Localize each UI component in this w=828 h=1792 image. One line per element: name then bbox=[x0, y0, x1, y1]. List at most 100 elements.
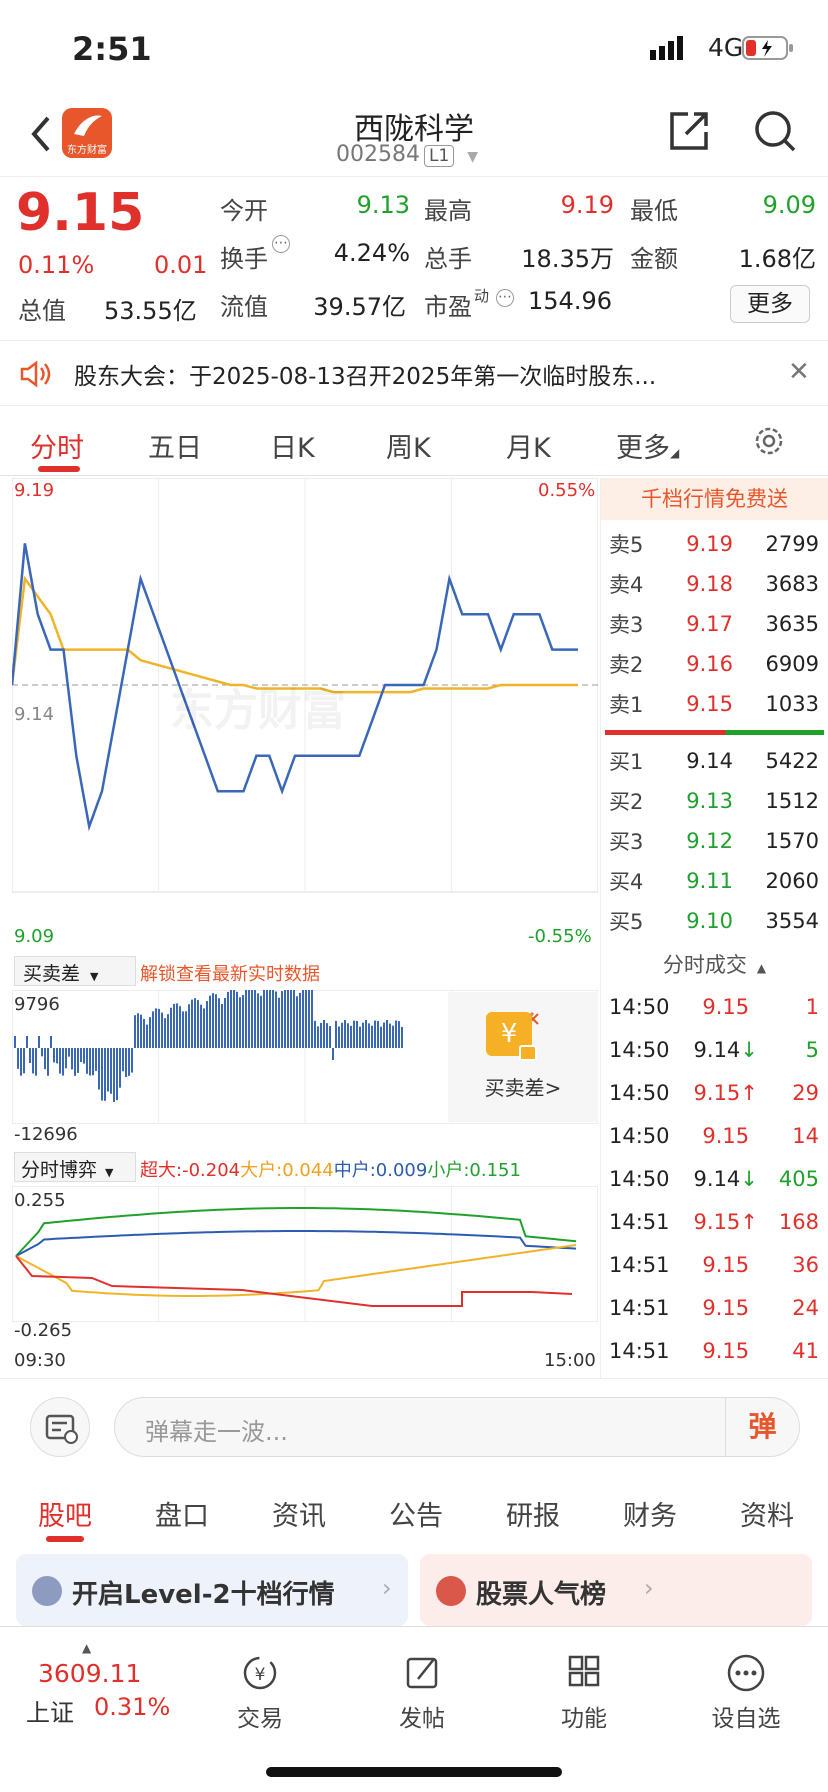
trades-title[interactable]: 分时成交 ▲ bbox=[601, 949, 828, 985]
diff-bar bbox=[119, 1048, 121, 1088]
diff-bar bbox=[89, 1048, 91, 1076]
diff-bar bbox=[350, 1025, 352, 1048]
trade-row: 14:50 9.15 14 bbox=[601, 1114, 827, 1157]
diff-bar bbox=[314, 1020, 316, 1048]
diff-bar bbox=[368, 1023, 370, 1048]
intraday-chart[interactable] bbox=[12, 478, 598, 952]
nav-add-watchlist[interactable]: 设自选 bbox=[696, 1653, 796, 1733]
orderbook-volume: 1512 bbox=[765, 789, 819, 813]
diff-bar bbox=[29, 1048, 31, 1064]
diff-bar bbox=[32, 1048, 34, 1074]
diff-bar bbox=[203, 1008, 205, 1048]
info-icon[interactable]: ⋯ bbox=[496, 289, 514, 307]
trade-row: 14:51 9.15 24 bbox=[601, 1286, 827, 1329]
nav-functions[interactable]: 功能 bbox=[534, 1653, 634, 1733]
diff-bar bbox=[20, 1048, 22, 1076]
more-button[interactable]: 更多 bbox=[730, 285, 810, 323]
content-tab[interactable]: 公告 bbox=[389, 1501, 443, 1532]
unlock-link[interactable]: 解锁查看最新实时数据 bbox=[140, 964, 320, 985]
orderbook-row[interactable]: 买1 9.14 5422 bbox=[601, 741, 827, 781]
content-tab[interactable]: 研报 bbox=[506, 1501, 560, 1532]
medium-line bbox=[15, 1230, 577, 1257]
diff-bar bbox=[137, 1013, 139, 1048]
diff-bar bbox=[83, 1048, 85, 1064]
orderbook-row[interactable]: 卖2 9.16 6909 bbox=[601, 644, 827, 684]
diff-bar bbox=[35, 1048, 37, 1076]
notice-bar[interactable]: 股东大会：于2025-08-13召开2025年第一次临时股东... ✕ bbox=[0, 340, 828, 406]
content-tab[interactable]: 盘口 bbox=[155, 1501, 209, 1532]
quote-value: 9.13 bbox=[356, 191, 410, 219]
trade-row: 14:50 9.14↓ 5 bbox=[601, 1028, 827, 1071]
danmu-bar: 弹幕走一波... 弹 bbox=[0, 1378, 828, 1476]
diff-bar bbox=[59, 1048, 61, 1074]
tab-five-day[interactable]: 五日 bbox=[148, 433, 202, 464]
danmu-input[interactable]: 弹幕走一波... 弹 bbox=[114, 1397, 800, 1457]
diff-promo[interactable]: ¥ 买卖差> bbox=[448, 992, 598, 1122]
orderbook-row[interactable]: 买3 9.12 1570 bbox=[601, 821, 827, 861]
tab-monthly-k[interactable]: 月K bbox=[506, 433, 551, 464]
diff-bar bbox=[131, 1048, 133, 1073]
diff-selector[interactable]: 买卖差 ▼ bbox=[14, 956, 136, 986]
quote-value: 18.35万 bbox=[521, 245, 614, 273]
level-badge[interactable]: L1 bbox=[423, 145, 455, 167]
caret-icon: ◢ bbox=[670, 446, 680, 460]
orderbook-row[interactable]: 买4 9.11 2060 bbox=[601, 861, 827, 901]
diff-bar bbox=[140, 1014, 142, 1048]
danmu-settings-icon[interactable] bbox=[30, 1397, 90, 1457]
orderbook-price: 9.18 bbox=[686, 572, 734, 596]
speaker-icon bbox=[18, 359, 54, 393]
danmu-send-button[interactable]: 弹 bbox=[725, 1398, 799, 1456]
orderbook-row[interactable]: 买5 9.10 3554 bbox=[601, 901, 827, 941]
orderbook-row[interactable]: 卖4 9.18 3683 bbox=[601, 564, 827, 604]
info-icon[interactable]: ⋯ bbox=[272, 235, 290, 253]
tab-daily-k[interactable]: 日K bbox=[270, 433, 315, 464]
content-tab[interactable]: 资料 bbox=[740, 1501, 794, 1532]
orderbook-row[interactable]: 卖1 9.15 1033 bbox=[601, 684, 827, 724]
diff-bar bbox=[116, 1048, 118, 1101]
tab-intraday[interactable]: 分时 bbox=[30, 433, 84, 464]
diff-bar bbox=[266, 990, 268, 1048]
trade-time: 14:51 bbox=[609, 1295, 670, 1320]
diff-bar bbox=[362, 1022, 364, 1048]
status-bar: 2:51 4G bbox=[0, 0, 828, 100]
orderbook-banner[interactable]: 千档行情免费送 bbox=[601, 478, 828, 520]
orderbook-row[interactable]: 买2 9.13 1512 bbox=[601, 781, 827, 821]
nav-trade[interactable]: ¥ 交易 bbox=[210, 1653, 310, 1733]
diff-bar bbox=[242, 995, 244, 1048]
quote-value: 39.57亿 bbox=[313, 293, 406, 321]
trade-row: 14:51 9.15 36 bbox=[601, 1243, 827, 1286]
caret-down-icon[interactable]: ▼ bbox=[467, 149, 479, 165]
diff-bar bbox=[323, 1020, 325, 1048]
tab-more[interactable]: 更多◢ bbox=[616, 426, 679, 465]
close-icon[interactable]: ✕ bbox=[788, 357, 810, 387]
content-tab[interactable]: 资讯 bbox=[272, 1501, 326, 1532]
status-time: 2:51 bbox=[72, 30, 152, 68]
trade-price-value: 9.15 bbox=[702, 1295, 750, 1320]
diff-bar bbox=[95, 1048, 97, 1071]
diff-bar bbox=[41, 1048, 43, 1057]
index-widget[interactable]: ▲ 3609.11 上证 0.31% bbox=[22, 1641, 182, 1727]
search-icon[interactable] bbox=[752, 108, 798, 154]
trade-time: 14:51 bbox=[609, 1338, 670, 1363]
popularity-card[interactable]: 股票人气榜 › bbox=[420, 1554, 812, 1626]
share-icon[interactable] bbox=[666, 108, 712, 154]
game-selector[interactable]: 分时博弈 ▼ bbox=[14, 1152, 136, 1182]
level2-card[interactable]: 开启Level-2十档行情 › bbox=[16, 1554, 408, 1626]
orderbook-row[interactable]: 卖3 9.17 3635 bbox=[601, 604, 827, 644]
diff-bar bbox=[296, 996, 298, 1048]
tab-weekly-k[interactable]: 周K bbox=[386, 433, 431, 464]
diff-low-label: -12696 bbox=[14, 1124, 78, 1145]
orderbook-row[interactable]: 卖5 9.19 2799 bbox=[601, 524, 827, 564]
diff-bar bbox=[365, 1020, 367, 1048]
trade-arrow-icon: ↓ bbox=[740, 1037, 758, 1062]
content-tab[interactable]: 股吧 bbox=[38, 1501, 92, 1532]
settings-icon[interactable] bbox=[752, 424, 786, 462]
diff-bar bbox=[221, 1003, 223, 1048]
nav-post[interactable]: 发帖 bbox=[372, 1653, 472, 1733]
orderbook-volume: 5422 bbox=[765, 749, 819, 773]
quote-key: 最高 bbox=[424, 197, 472, 225]
content-tab[interactable]: 财务 bbox=[623, 1501, 677, 1532]
back-icon[interactable] bbox=[26, 114, 56, 154]
quote-grid: 今开 9.13 最高 9.19 最低 9.09 换手 ⋯ 4.24% 总手 18.35万 金额 1.68… bbox=[220, 191, 820, 331]
logo-text: 东方财富 bbox=[67, 145, 107, 156]
